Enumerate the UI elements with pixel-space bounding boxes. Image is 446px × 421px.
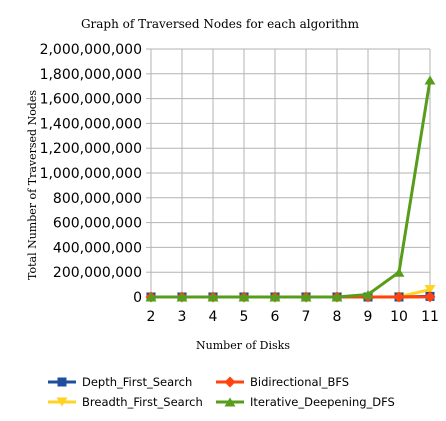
series-group	[145, 75, 436, 303]
data-point	[424, 285, 436, 295]
y-tick-label: 600,000,000	[53, 216, 142, 232]
data-point	[145, 292, 157, 302]
x-tick-label: 10	[390, 309, 408, 325]
x-tick-label: 9	[364, 309, 373, 325]
x-tick-label: 11	[421, 309, 439, 325]
y-tick-label: 0	[133, 290, 142, 306]
series-line	[151, 79, 432, 299]
x-tick-label: 5	[240, 309, 249, 325]
x-axis-ticks: 2 3 4 5 6 7 8 9 10 11	[147, 297, 439, 325]
data-point	[331, 292, 343, 302]
x-tick-label: 4	[209, 309, 218, 325]
data-point	[269, 292, 281, 302]
y-tick-label: 1,400,000,000	[40, 116, 142, 132]
legend-entry: Iterative_Deepening_DFS	[216, 395, 395, 409]
legend-marker	[224, 376, 236, 388]
legend-label: Iterative_Deepening_DFS	[250, 395, 395, 409]
x-axis-label: Number of Disks	[196, 339, 290, 352]
y-tick-label: 1,800,000,000	[40, 67, 142, 83]
data-point	[424, 75, 436, 85]
series-Breadth_First_Search	[145, 285, 436, 302]
y-axis-ticks: 0 200,000,000 400,000,000 600,000,000 800,00…	[40, 42, 151, 306]
legend-label: Breadth_First_Search	[82, 395, 203, 409]
data-point	[176, 292, 188, 302]
y-tick-label: 200,000,000	[53, 265, 142, 281]
y-tick-label: 800,000,000	[53, 191, 142, 207]
legend-entry: Breadth_First_Search	[48, 395, 203, 409]
y-tick-label: 1,000,000,000	[40, 166, 142, 182]
legend-marker	[224, 397, 236, 407]
legend-entry: Depth_First_Search	[48, 375, 192, 389]
legend-marker	[57, 377, 67, 387]
x-tick-label: 2	[147, 309, 156, 325]
legend-label: Bidirectional_BFS	[250, 375, 349, 389]
legend-entry: Bidirectional_BFS	[216, 375, 349, 389]
y-tick-label: 1,600,000,000	[40, 92, 142, 108]
data-point	[362, 290, 374, 300]
chart-title: Graph of Traversed Nodes for each algori…	[81, 17, 360, 31]
legend-marker	[56, 397, 68, 407]
y-tick-label: 1,200,000,000	[40, 141, 142, 157]
y-tick-label: 400,000,000	[53, 240, 142, 256]
y-axis-label: Total Number of Traversed Nodes	[26, 90, 39, 280]
data-point	[207, 292, 219, 302]
data-point	[424, 291, 436, 303]
legend: Depth_First_Search Bidirectional_BFS Bread…	[48, 375, 395, 409]
data-point	[393, 267, 405, 277]
x-tick-label: 3	[178, 309, 187, 325]
x-tick-label: 6	[271, 309, 280, 325]
y-tick-label: 2,000,000,000	[40, 42, 142, 58]
legend-label: Depth_First_Search	[82, 375, 192, 389]
x-tick-label: 7	[302, 309, 311, 325]
series-Iterative_Deepening_DFS	[145, 75, 436, 302]
x-tick-label: 8	[333, 309, 342, 325]
data-point	[300, 292, 312, 302]
data-point	[393, 291, 405, 303]
data-point	[238, 292, 250, 302]
plot-grid	[150, 48, 431, 298]
